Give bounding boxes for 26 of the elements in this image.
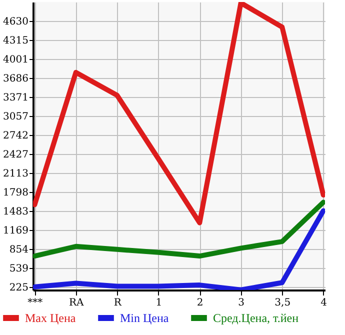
y-tick-label: 2427: [3, 150, 28, 161]
x-tick-label: R: [114, 298, 122, 308]
legend-label: Сред.Цена, т.йен: [213, 311, 300, 325]
y-tick-label: 2113: [3, 168, 28, 180]
y-tick-label: 3686: [3, 74, 28, 85]
legend-label: Min Цена: [120, 311, 170, 325]
x-tick-label: ***: [28, 298, 43, 308]
y-tick-label: 1483: [3, 206, 28, 218]
y-tick-label: 3371: [3, 92, 28, 104]
y-tick-label: 2742: [3, 130, 28, 142]
y-tick-label: 1169: [3, 226, 28, 237]
y-tick-label: 4315: [3, 36, 28, 47]
y-tick-label: 4001: [3, 54, 28, 66]
y-tick-label: 4630: [3, 16, 28, 28]
x-tick-label: 2: [196, 298, 204, 308]
x-tick-label: 3,5: [274, 298, 291, 308]
y-tick-label: 3057: [3, 112, 28, 123]
x-tick-label: RA: [69, 298, 85, 308]
y-tick-label: 854: [9, 244, 28, 256]
legend-label: Max Цена: [25, 311, 76, 325]
y-tick-label: 1798: [3, 188, 28, 199]
y-tick-label: 539: [9, 264, 28, 275]
y-tick-label: 225: [9, 282, 28, 294]
x-tick-label: 1: [156, 298, 162, 308]
x-tick-label: 3: [238, 298, 245, 308]
x-tick-label: 4: [320, 298, 328, 308]
